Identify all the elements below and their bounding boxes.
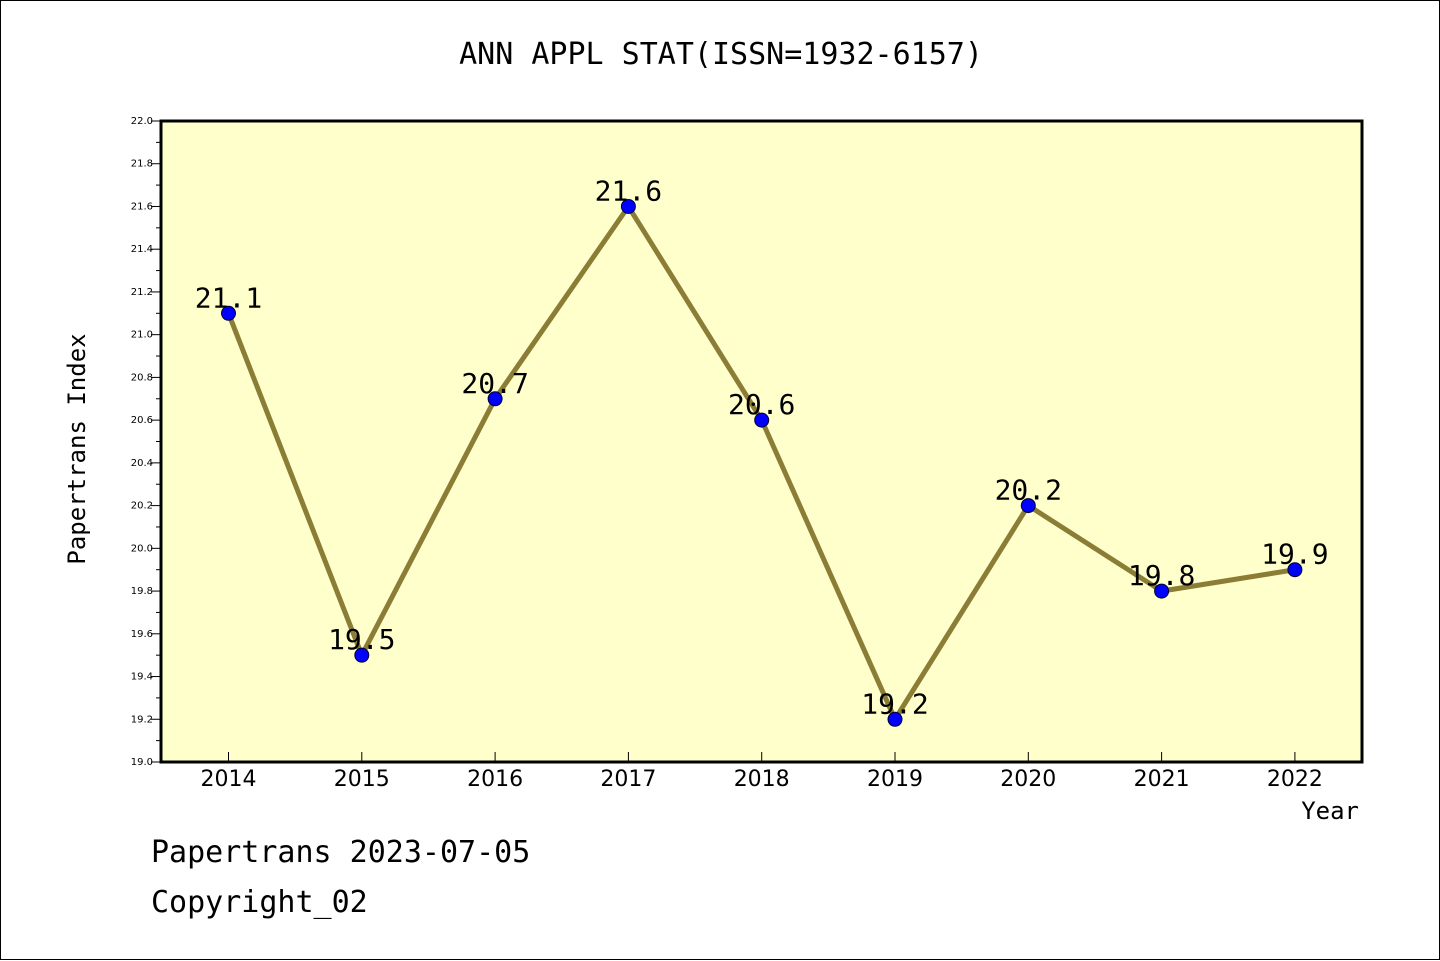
plot-frame bbox=[159, 119, 1364, 764]
data-label: 19.5 bbox=[328, 623, 395, 656]
x-tick-label: 2020 bbox=[1000, 767, 1056, 792]
data-label: 20.7 bbox=[461, 367, 528, 400]
y-tick-label: 19.2 bbox=[131, 714, 153, 725]
y-tick-label: 21.8 bbox=[131, 159, 153, 170]
data-point bbox=[620, 198, 636, 214]
y-tick-label: 21.2 bbox=[131, 287, 153, 298]
x-tick-label: 2017 bbox=[600, 767, 656, 792]
data-label: 19.8 bbox=[1128, 559, 1195, 592]
plot-area bbox=[161, 121, 1362, 762]
data-label: 20.6 bbox=[728, 388, 795, 421]
x-tick-label: 2021 bbox=[1134, 767, 1190, 792]
y-tick-label: 21.0 bbox=[131, 330, 153, 341]
x-axis: 2014 2015 2016 2017 2018 2019 2020 2021 2022 bbox=[201, 752, 1323, 792]
x-tick-label: 2019 bbox=[867, 767, 923, 792]
y-tick-label: 20.6 bbox=[131, 415, 153, 426]
chart-title: ANN APPL STAT(ISSN=1932-6157) bbox=[459, 37, 983, 72]
y-axis: 19.0 19.2 19.4 19.6 19.8 20.0 20.2 20.4 20.6 20.8… bbox=[131, 116, 161, 768]
y-tick-label: 20.4 bbox=[131, 458, 153, 469]
data-point bbox=[1154, 583, 1170, 599]
y-tick-label: 22.0 bbox=[131, 116, 153, 127]
data-label: 21.6 bbox=[595, 174, 662, 207]
y-tick-label: 19.8 bbox=[131, 586, 153, 597]
x-tick-label: 2016 bbox=[467, 767, 523, 792]
y-tick-label: 19.4 bbox=[131, 672, 153, 683]
y-tick-label: 20.8 bbox=[131, 372, 153, 383]
y-tick-label: 20.2 bbox=[131, 501, 153, 512]
data-point bbox=[1287, 562, 1303, 578]
y-tick-label: 19.0 bbox=[131, 757, 153, 768]
data-point bbox=[1020, 498, 1036, 514]
data-labels: 21.1 19.5 20.7 21.6 20.6 19.2 20.2 19.8 19.9 bbox=[195, 174, 1329, 720]
data-point bbox=[354, 647, 370, 663]
y-tick-label: 19.6 bbox=[131, 629, 153, 640]
data-point bbox=[887, 711, 903, 727]
y-tick-label: 21.6 bbox=[131, 201, 153, 212]
y-tick-label: 21.4 bbox=[131, 244, 153, 255]
x-tick-label: 2014 bbox=[201, 767, 257, 792]
data-label: 19.9 bbox=[1261, 538, 1328, 571]
x-axis-label: Year bbox=[1301, 797, 1359, 825]
data-label: 19.2 bbox=[861, 687, 928, 720]
x-tick-label: 2022 bbox=[1267, 767, 1323, 792]
data-point bbox=[754, 412, 770, 428]
data-markers bbox=[221, 198, 1303, 727]
x-tick-label: 2018 bbox=[734, 767, 790, 792]
data-label: 20.2 bbox=[995, 474, 1062, 507]
data-label: 21.1 bbox=[195, 281, 262, 314]
y-tick-label: 20.0 bbox=[131, 543, 153, 554]
footer-copyright: Copyright_02 bbox=[151, 885, 368, 920]
x-tick-label: 2015 bbox=[334, 767, 390, 792]
footer-date: Papertrans 2023-07-05 bbox=[151, 835, 531, 870]
data-point bbox=[487, 391, 503, 407]
data-point bbox=[221, 305, 236, 321]
